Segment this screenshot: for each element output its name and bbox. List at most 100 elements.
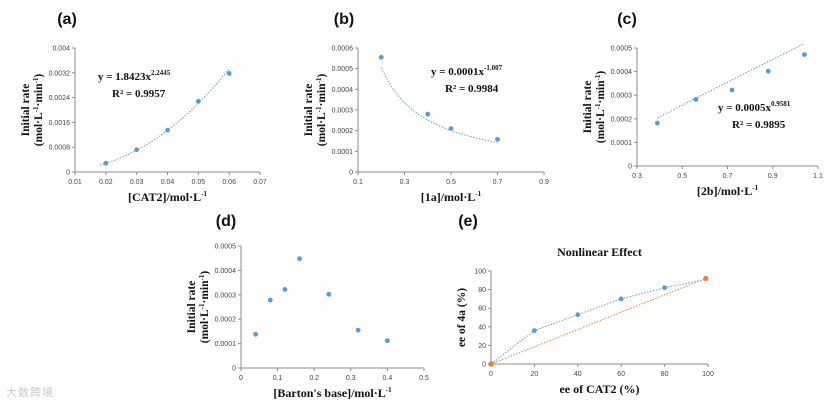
data-point — [326, 291, 332, 297]
data-point — [253, 331, 259, 337]
y-axis-label-sup: -1 — [198, 274, 206, 280]
data-point — [282, 287, 288, 292]
y-axis-label-part: ·min — [199, 280, 211, 304]
panel-label: (e) — [458, 213, 478, 230]
y-axis-label-sup: -1 — [315, 77, 323, 83]
data-point-linear — [703, 275, 709, 282]
x-tick-label: 60 — [617, 371, 625, 378]
x-tick-label: 0.7 — [493, 179, 503, 186]
x-tick-label: 1.1 — [813, 173, 823, 180]
fit-equation-exponent: 0.9581 — [771, 100, 791, 108]
x-tick-label: 0.3 — [346, 375, 356, 382]
y-tick-label: 0.0024 — [49, 95, 71, 102]
trendline — [99, 68, 230, 166]
data-point — [103, 160, 109, 166]
y-tick-label: 0.0005 — [332, 66, 354, 73]
x-tick-label: 20 — [531, 371, 539, 378]
y-axis-label: Initial rate — [20, 84, 32, 137]
y-tick-label: 0.0004 — [332, 87, 354, 94]
data-point — [654, 120, 660, 126]
x-tick-label: 0.02 — [99, 179, 113, 186]
trendline — [657, 43, 805, 119]
x-axis-label-sup: -1 — [475, 190, 481, 198]
y-tick-label: 0 — [66, 170, 70, 177]
y-tick-label: 0.0006 — [332, 46, 354, 53]
y-tick-label: 0.0008 — [49, 145, 71, 152]
x-tick-label: 0.05 — [192, 179, 206, 186]
x-tick-label: 0.9 — [768, 173, 778, 180]
y-tick-label: 0.0004 — [215, 268, 237, 275]
y-tick-label: 0.0032 — [49, 70, 71, 77]
y-axis-label: Initial rate — [186, 281, 198, 334]
panel-d: (d) 0 0.1 0.2 0.3 0.4 0.5 0 0.0001 0.0002 0.0003 0.… — [186, 213, 429, 400]
x-tick-label: 80 — [661, 371, 669, 378]
panel-label: (c) — [617, 11, 637, 28]
x-tick-label: 0.1 — [353, 179, 363, 186]
x-axis-label: [1a]/mol·L-1 — [421, 190, 482, 204]
data-point — [165, 127, 170, 133]
y-axis-label-part: ·min — [33, 83, 45, 107]
data-point — [297, 256, 302, 262]
data-point — [378, 54, 384, 60]
x-axis-label: [Barton's base]/mol·L-1 — [273, 386, 392, 400]
y-tick-label: 0.0003 — [215, 292, 237, 299]
y-axis-label: ee of 4a (%) — [456, 288, 468, 347]
x-tick-label: 0.5 — [419, 375, 429, 382]
y-axis-label-part: ) — [316, 74, 328, 78]
x-tick-label: 0.07 — [253, 179, 267, 186]
x-tick-label: 0 — [239, 375, 243, 382]
y-tick-label: 0.0002 — [611, 116, 633, 123]
x-axis-label: [2b]/mol·L-1 — [697, 184, 759, 198]
x-tick-label: 100 — [702, 371, 714, 378]
x-axis-label-sup: -1 — [386, 386, 392, 394]
trendline — [380, 67, 498, 143]
y-axis-label-part: ) — [595, 71, 607, 75]
panel-label: (a) — [57, 11, 77, 28]
fit-equation: y = 0.0005x0.9581 — [718, 100, 791, 114]
y-axis-label-part: ) — [33, 74, 45, 78]
y-axis-label-units: (mol·L-1·min-1) — [198, 271, 211, 344]
data-point — [448, 126, 454, 131]
fit-equation-exponent: -1.007 — [484, 64, 503, 72]
y-axis-label-units: (mol·L-1·min-1) — [315, 74, 328, 147]
data-point — [226, 71, 232, 76]
fit-equation: y = 1.8423x2.2445 — [98, 69, 171, 83]
chart-title: Nonlinear Effect — [557, 245, 642, 259]
y-tick-label: 0.0004 — [611, 69, 633, 76]
y-tick-label: 0 — [232, 366, 236, 373]
y-axis-label: Initial rate — [303, 84, 315, 137]
y-axis-label-sup: -1 — [594, 103, 602, 109]
data-point — [195, 98, 201, 104]
y-tick-label: 0.0001 — [215, 341, 237, 348]
y-axis-label-sup: -1 — [198, 303, 206, 309]
x-axis-label: ee of CAT2 (%) — [559, 382, 639, 396]
data-point — [267, 297, 273, 303]
y-axis-label-sup: -1 — [32, 77, 40, 83]
data-point — [662, 285, 667, 291]
panel-label: (b) — [334, 11, 354, 28]
x-tick-label: 0.4 — [383, 375, 393, 382]
data-point — [729, 87, 735, 93]
panel-label: (d) — [216, 213, 236, 230]
panel-a: (a) 0.01 0.02 0.03 0.04 0.05 0.06 0.07 0 0.0008 0.… — [20, 11, 267, 204]
panel-b: (b) 0.1 0.3 0.5 0.7 0.9 0 0.0001 0.0002 0.0003 0.0… — [303, 11, 549, 204]
y-tick-label: 0.0016 — [49, 120, 71, 127]
y-axis-label-sup: -1 — [32, 106, 40, 112]
y-tick-label: 40 — [478, 324, 486, 331]
y-axis-label-part: ·min — [595, 80, 607, 104]
y-tick-label: 60 — [478, 306, 486, 313]
watermark: 大数跨境 — [6, 386, 54, 399]
y-tick-label: 20 — [478, 343, 486, 350]
x-tick-label: 0 — [489, 371, 493, 378]
data-point — [618, 296, 624, 302]
data-point — [134, 147, 140, 153]
data-point — [693, 97, 699, 102]
x-tick-label: 0.7 — [723, 173, 733, 180]
r-squared: R² = 0.9984 — [445, 83, 499, 95]
y-tick-label: 0.0003 — [611, 93, 633, 100]
y-axis-label: Initial rate — [582, 81, 594, 134]
data-point-linear — [488, 361, 494, 367]
data-point — [532, 328, 537, 333]
panel-c: (c) 0.3 0.5 0.7 0.9 1.1 0 0.0001 0.0002 0.0003 0.0… — [582, 11, 823, 198]
